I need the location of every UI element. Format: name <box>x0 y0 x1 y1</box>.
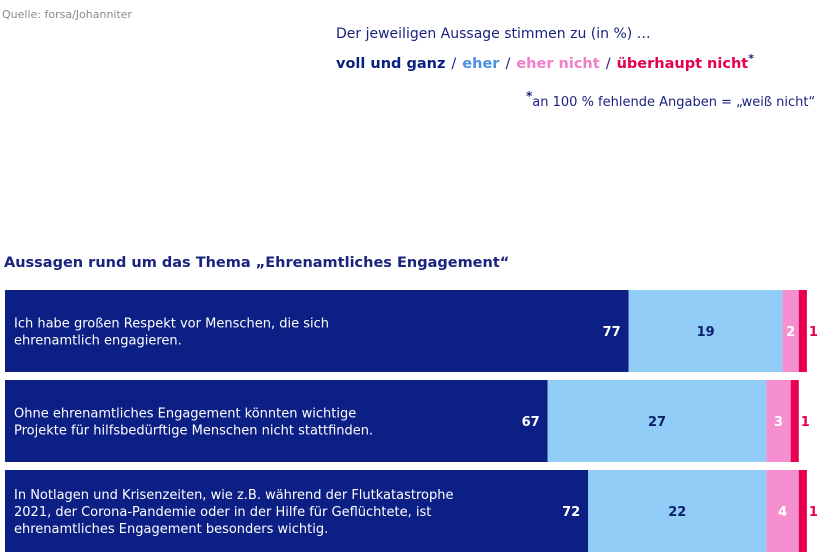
category-label: In Notlagen und Krisenzeiten, wie z.B. w… <box>14 488 453 503</box>
data-label: 1 <box>801 415 810 430</box>
category-label: Ohne ehrenamtliches Engagement könnten w… <box>14 407 356 422</box>
footnote-star: * <box>526 89 533 103</box>
bar-segment <box>5 380 548 462</box>
data-label: 19 <box>697 325 715 340</box>
bar-segment <box>782 290 799 372</box>
data-label: 4 <box>778 505 787 520</box>
data-label: 67 <box>522 415 540 430</box>
bar-segment <box>766 470 799 552</box>
legend: voll und ganz / eher / eher nicht / überhaupt … <box>336 52 754 72</box>
chart-title: Aussagen rund um das Thema „Ehrenamtlich… <box>4 255 510 271</box>
bar-segment <box>790 380 799 462</box>
footnote-text: an 100 % fehlende Angaben = „weiß nicht“ <box>532 95 816 110</box>
bar-segment <box>766 380 791 462</box>
bar-segment <box>798 470 807 552</box>
bar-segment <box>5 470 589 552</box>
category-label: Ich habe großen Respekt vor Menschen, di… <box>14 317 329 332</box>
data-label: 3 <box>774 415 783 430</box>
bar-segment <box>5 290 629 372</box>
category-label: Projekte für hilfsbedürftige Menschen ni… <box>14 424 373 439</box>
legend-intro: Der jeweiligen Aussage stimmen zu (in %)… <box>336 26 651 42</box>
bar-segment <box>628 290 783 372</box>
data-label: 2 <box>786 325 795 340</box>
source-note: Quelle: forsa/Johanniter <box>2 8 133 21</box>
data-label: 27 <box>648 415 666 430</box>
data-label: 22 <box>668 505 686 520</box>
legend-item-voll-und-ganz: voll und ganz <box>336 56 446 72</box>
category-label: 2021, der Corona-Pandemie oder in der Hi… <box>14 505 431 520</box>
legend-item-eher-nicht: eher nicht <box>516 56 600 72</box>
data-label: 1 <box>809 325 818 340</box>
legend-item-eher: eher <box>462 56 500 72</box>
bar-segment <box>588 470 767 552</box>
category-label: ehrenamtliches Engagement besonders wich… <box>14 522 328 537</box>
legend-footnote-star: * <box>748 52 754 65</box>
data-label: 77 <box>603 325 621 340</box>
legend-separator: / <box>605 56 611 72</box>
data-label: 72 <box>562 505 580 520</box>
legend-separator: / <box>451 56 457 72</box>
legend-separator: / <box>505 56 511 72</box>
bar-segment <box>798 290 807 372</box>
data-label: 1 <box>809 505 818 520</box>
legend-item-ueberhaupt-nicht: überhaupt nicht <box>616 56 749 72</box>
bar-segment <box>547 380 767 462</box>
category-label: ehrenamtlich engagieren. <box>14 334 182 349</box>
footnote: *an 100 % fehlende Angaben = „weiß nicht… <box>526 89 815 110</box>
